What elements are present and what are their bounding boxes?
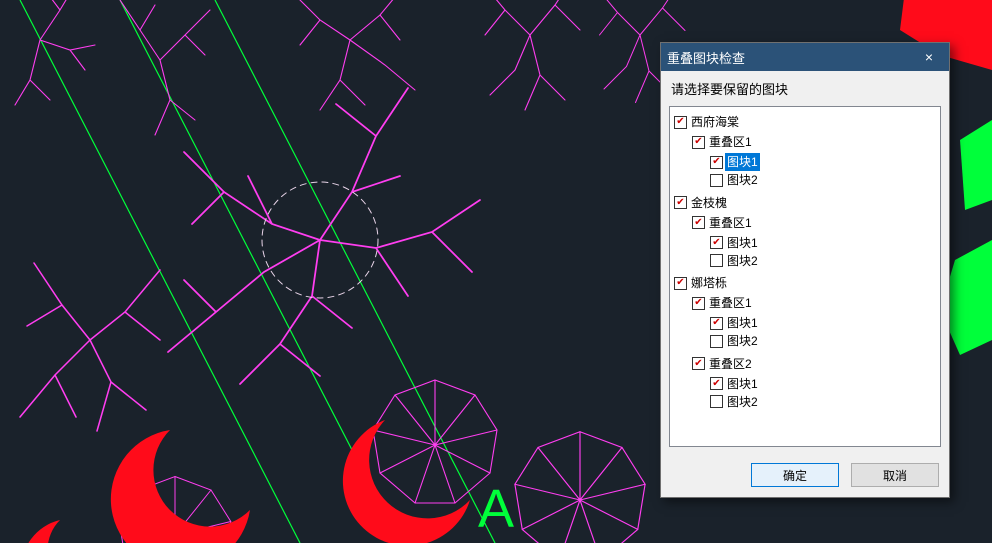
cancel-button[interactable]: 取消: [851, 463, 939, 487]
tree-checkbox[interactable]: [692, 297, 705, 310]
tree-checkbox[interactable]: [710, 174, 723, 187]
guide-lines: [20, 0, 495, 543]
tree-label[interactable]: 图块2: [725, 171, 760, 189]
tree-checkbox[interactable]: [674, 196, 687, 209]
tree-checkbox[interactable]: [710, 317, 723, 330]
tree-label[interactable]: 图块2: [725, 332, 760, 350]
tree-node[interactable]: 图块2: [710, 332, 938, 353]
tree-node[interactable]: 重叠区2 图块1图块2: [692, 353, 938, 414]
tree-node[interactable]: 重叠区1 图块1图块2: [692, 292, 938, 353]
tree-node[interactable]: 图块1: [710, 373, 938, 393]
tree-node[interactable]: 金枝槐重叠区1 图块1图块2: [674, 192, 938, 273]
tree-checkbox[interactable]: [692, 136, 705, 149]
tree-checkbox[interactable]: [710, 395, 723, 408]
tree-checkbox[interactable]: [674, 116, 687, 129]
tree-node[interactable]: 图块1: [710, 232, 938, 252]
tree-checkbox[interactable]: [710, 335, 723, 348]
tree-node[interactable]: 图块1: [710, 151, 938, 171]
dialog-titlebar[interactable]: 重叠图块检查 ×: [661, 43, 949, 71]
block-tree[interactable]: 西府海棠重叠区1图块1图块2金枝槐重叠区1图块1图块2娜塔栎重叠区1图块1图块2…: [672, 111, 938, 413]
tree-node[interactable]: 重叠区1 图块1图块2: [692, 131, 938, 192]
tree-node[interactable]: 娜塔栎重叠区1图块1图块2重叠区2图块1图块2: [674, 272, 938, 413]
tree-label[interactable]: 重叠区1: [707, 294, 754, 312]
tree-node[interactable]: 重叠区1 图块1图块2: [692, 212, 938, 273]
dialog-instruction: 请选择要保留的图块: [661, 71, 949, 102]
tree-checkbox[interactable]: [710, 156, 723, 169]
tree-node[interactable]: 图块2: [710, 252, 938, 273]
tree-label[interactable]: 重叠区1: [707, 133, 754, 151]
tree-label[interactable]: 图块1: [725, 234, 760, 252]
tree-label[interactable]: 西府海棠: [689, 113, 741, 131]
dialog-title: 重叠图块检查: [667, 48, 915, 67]
tree-label[interactable]: 金枝槐: [689, 194, 729, 212]
tree-node[interactable]: 图块2: [710, 393, 938, 414]
tree-label[interactable]: 图块2: [725, 252, 760, 270]
tree-checkbox[interactable]: [710, 377, 723, 390]
tree-checkbox[interactable]: [692, 216, 705, 229]
tree-label[interactable]: 图块1: [725, 153, 760, 171]
tree-checkbox[interactable]: [710, 236, 723, 249]
close-icon[interactable]: ×: [915, 46, 943, 68]
tree-node[interactable]: 图块2: [710, 171, 938, 192]
tree-label[interactable]: 重叠区2: [707, 355, 754, 373]
tree-label[interactable]: 重叠区1: [707, 214, 754, 232]
overlap-block-check-dialog: 重叠图块检查 × 请选择要保留的图块 西府海棠重叠区1图块1图块2金枝槐重叠区1…: [660, 42, 950, 498]
tree-checkbox[interactable]: [674, 277, 687, 290]
tree-label[interactable]: 图块1: [725, 314, 760, 332]
dialog-button-row: 确定 取消: [661, 455, 949, 497]
tree-checkbox[interactable]: [692, 357, 705, 370]
tree-label[interactable]: 图块1: [725, 375, 760, 393]
tree-panel[interactable]: 西府海棠重叠区1图块1图块2金枝槐重叠区1图块1图块2娜塔栎重叠区1图块1图块2…: [669, 106, 941, 447]
canvas-marker-a: A: [478, 478, 514, 540]
tree-node[interactable]: 西府海棠重叠区1 图块1图块2: [674, 111, 938, 192]
ok-button[interactable]: 确定: [751, 463, 839, 487]
tree-node[interactable]: 图块1: [710, 312, 938, 332]
tree-checkbox[interactable]: [710, 254, 723, 267]
tree-label[interactable]: 图块2: [725, 393, 760, 411]
tree-label[interactable]: 娜塔栎: [689, 274, 729, 292]
